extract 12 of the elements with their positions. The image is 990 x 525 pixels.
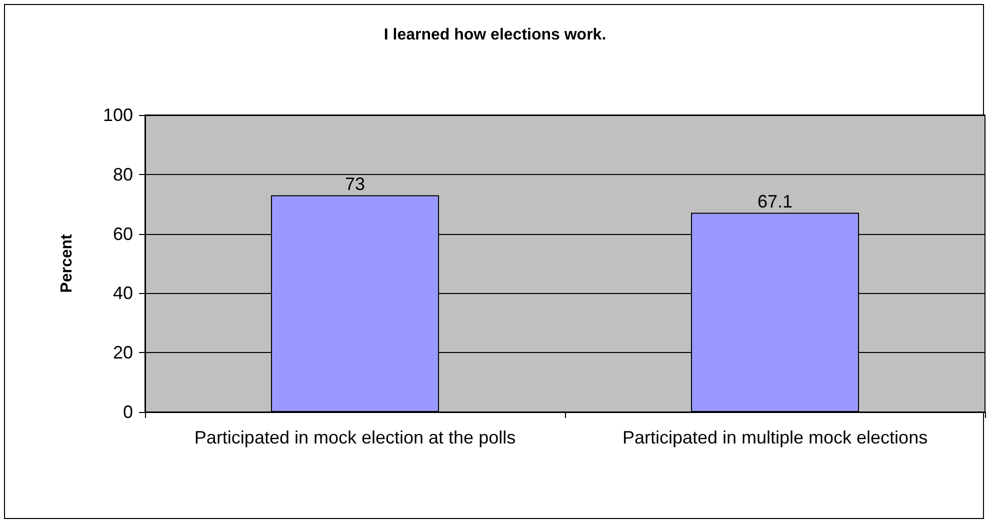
x-tick-label: Participated in multiple mock elections: [622, 428, 928, 448]
data-label: 73: [344, 174, 366, 194]
chart-title: I learned how elections work.: [384, 26, 606, 44]
data-label: 67.1: [757, 192, 793, 212]
x-tick-label: Participated in mock election at the polls: [194, 428, 516, 448]
y-tick-label: 40: [112, 283, 133, 304]
y-tick-label: 80: [112, 164, 133, 184]
y-tick-label: 20: [112, 342, 133, 363]
y-tick-label: 100: [102, 105, 133, 125]
y-tick-label: 60: [112, 224, 133, 244]
y-tick-label: 0: [122, 402, 133, 422]
y-axis-title: Percent: [58, 233, 76, 293]
